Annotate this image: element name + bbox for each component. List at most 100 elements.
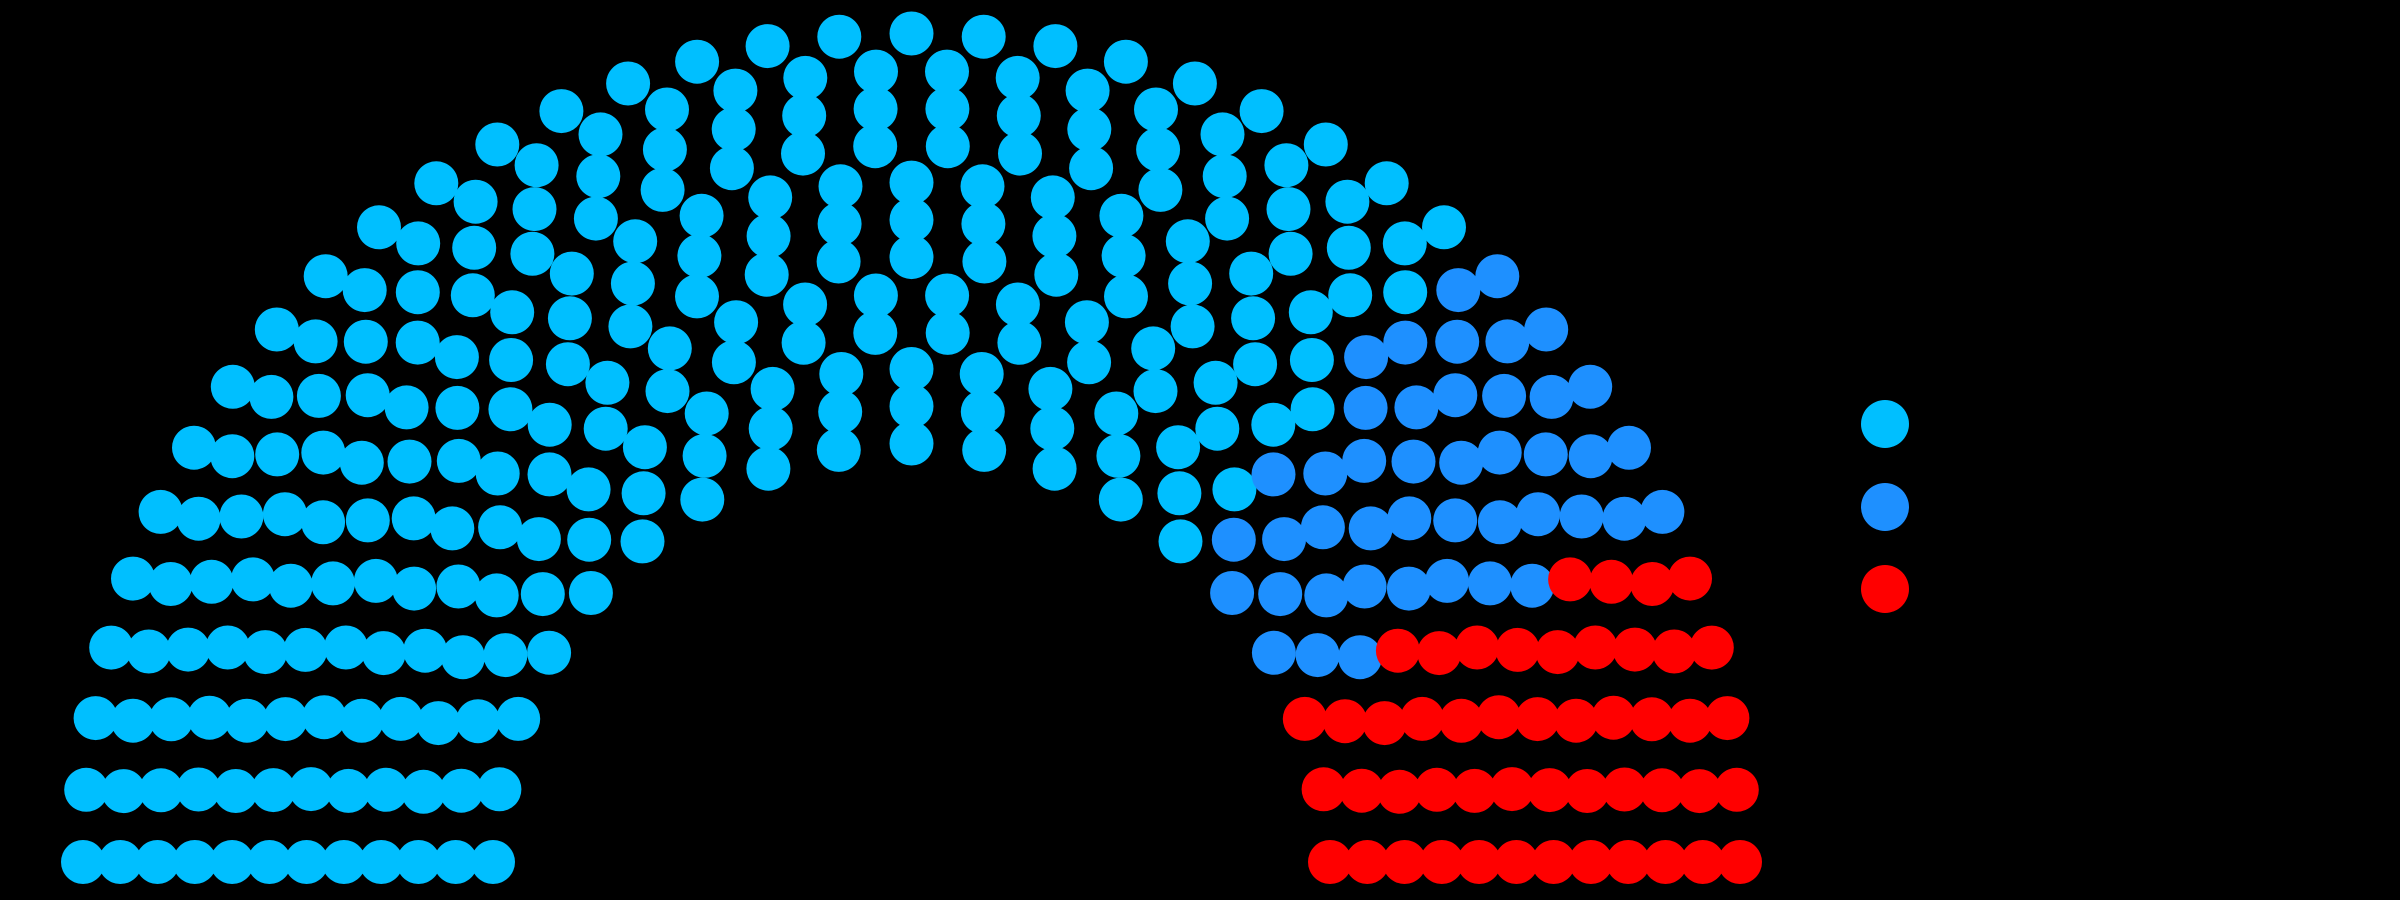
seat-dot [101,769,146,814]
seat-dot [1527,768,1572,813]
seat-dot [781,320,826,365]
seat-dot [1606,840,1651,884]
seat-dot [750,366,795,411]
seat-dot [474,573,519,618]
seat-dot [1344,335,1389,380]
seat-dot [172,425,216,470]
seat-dot [1531,840,1576,884]
seat-dot [301,430,346,475]
seat-dot [1482,373,1527,418]
seat-dot [1282,696,1327,741]
seat-dot [1477,430,1522,475]
seat-dot [1714,767,1759,812]
seat-dot [925,124,970,169]
seat-dot [1425,558,1470,603]
seat-dot [139,768,183,813]
seat-dot [1028,366,1073,411]
seat-dot [490,290,535,335]
seat-dot [1303,451,1348,496]
seat-dot [254,307,299,352]
seat-dot [210,364,255,409]
seat-dot [1030,406,1075,451]
seat-dot [679,193,724,238]
seat-dot [1375,628,1420,673]
seat-dot [520,572,565,617]
seat-dot [1067,340,1112,385]
seat-dot [1387,496,1432,541]
seat-dot [578,112,623,157]
seat-dot [230,557,275,602]
seat-dot [384,385,429,430]
seat-dot [293,319,338,364]
seat-dot [378,696,423,741]
seat-dot [1099,193,1144,238]
seat-dot [684,391,729,436]
seat-dot [1300,505,1345,550]
seat-dot [396,840,441,884]
seat-dot [1529,374,1574,419]
seat-dot [1342,438,1387,483]
seat-dot [680,477,725,522]
seat-dot [247,840,292,884]
seat-dot [745,24,790,69]
legend-dot-2 [1861,565,1909,613]
seat-dot [1251,452,1296,497]
seat-dot [608,304,653,349]
seat-dot [1548,557,1593,602]
seat-dot [1677,769,1722,814]
seat-dot [64,767,109,812]
seat-dot [1193,360,1238,405]
seat-dot [339,698,384,743]
seat-dot [284,840,329,884]
seat-dot [1170,304,1215,349]
seat-dot [1568,434,1613,479]
seat-dot [353,558,398,603]
seat-dot [1211,517,1256,562]
seat-dot [545,342,590,387]
seat-dot [995,282,1040,327]
seat-dot [1200,112,1245,157]
seat-dot [1383,270,1428,315]
seat-dot [642,127,687,172]
seat-dot [783,55,828,100]
seat-dot [1602,496,1647,541]
seat-dot [1323,699,1367,744]
seat-dot [853,86,898,131]
seat-dot [475,451,520,496]
seat-dot [1264,143,1309,188]
seat-dot [176,767,221,812]
seat-dot [436,564,481,609]
seat-dot [456,699,500,744]
seat-dot [1342,564,1387,609]
seat-dot [1607,425,1651,470]
seat-dot [925,86,970,131]
seat-dot [210,434,255,479]
seat-dot [1589,559,1634,604]
seat-dot [111,698,155,743]
seat-dot [962,427,1007,472]
seat-dot [1195,406,1240,451]
seat-dot [1612,627,1657,672]
seat-dot [268,563,313,608]
seat-dot [1158,519,1203,564]
seat-dot [1233,342,1278,387]
legend-dot-1 [1861,483,1909,531]
seat-dot [1030,175,1075,220]
seat-dot [645,369,690,414]
seat-dot [1033,24,1078,69]
seat-dot [925,310,970,355]
seat-dot [647,326,692,371]
seat-dot [1490,767,1534,812]
seat-dot [1289,338,1334,382]
seat-dot [1559,494,1604,539]
seat-dot [889,347,934,391]
seat-dot [395,320,440,365]
seat-dot [1096,433,1141,478]
seat-dot [996,93,1041,138]
seat-dot [401,769,446,814]
seat-dot [1436,268,1481,313]
seat-dot [746,214,791,258]
seat-dot [1668,556,1712,601]
